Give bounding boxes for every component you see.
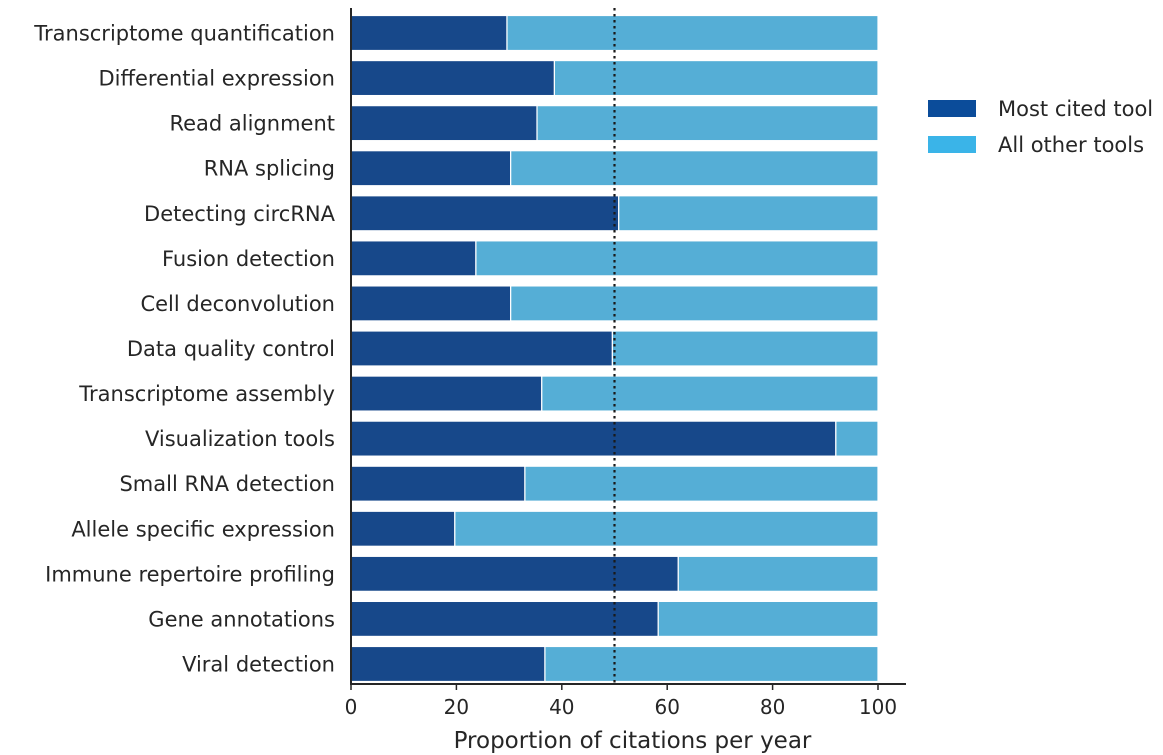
- bar-segment: [657, 600, 879, 638]
- bar-segment: [541, 375, 879, 412]
- x-tick-label: 20: [444, 695, 469, 719]
- bar-segment: [350, 600, 659, 638]
- bar-segment: [350, 285, 512, 322]
- x-tick-label: 100: [859, 695, 897, 719]
- bar-segment: [835, 420, 879, 457]
- category-label: Differential expression: [98, 67, 335, 91]
- bar-segment: [536, 105, 879, 142]
- x-tick-label: 0: [345, 695, 358, 719]
- bar-segment: [350, 510, 456, 547]
- bar-segment: [553, 59, 879, 97]
- x-axis-title: Proportion of citations per year: [454, 728, 812, 754]
- bar-segment: [510, 285, 879, 322]
- bar-segment: [544, 645, 879, 683]
- bar-segment: [350, 195, 620, 232]
- category-label: Visualization tools: [145, 427, 335, 451]
- bar-segment: [350, 105, 538, 142]
- legend-label: Most cited tool: [998, 97, 1153, 121]
- bar-segment: [350, 330, 613, 367]
- bar-segment: [350, 645, 546, 683]
- category-label: Cell deconvolution: [140, 292, 335, 316]
- bar-segment: [611, 330, 879, 367]
- bar-segment: [350, 59, 556, 97]
- category-label: Transcriptome quantification: [33, 22, 335, 46]
- category-label: Detecting circRNA: [144, 202, 336, 226]
- bar-segment: [475, 240, 879, 277]
- x-tick-label: 40: [549, 695, 574, 719]
- legend-swatch: [928, 136, 976, 153]
- category-label: Small RNA detection: [119, 472, 335, 496]
- category-label: Immune repertoire profiling: [45, 562, 335, 586]
- bar-segment: [506, 14, 879, 52]
- x-tick-label: 80: [760, 695, 785, 719]
- bar-segment: [510, 150, 879, 187]
- x-tick-label: 60: [654, 695, 679, 719]
- bar-segment: [454, 510, 879, 547]
- bar-segment: [350, 14, 508, 52]
- bar-segment: [350, 555, 679, 592]
- bar-segment: [350, 240, 477, 277]
- bar-segment: [524, 465, 879, 502]
- bar-segment: [618, 195, 879, 232]
- category-label: Read alignment: [169, 112, 335, 136]
- legend-swatch: [928, 100, 976, 117]
- category-label: Transcriptome assembly: [78, 382, 335, 406]
- bar-segment: [677, 555, 879, 592]
- bar-segment: [350, 150, 512, 187]
- category-label: Fusion detection: [162, 247, 335, 271]
- category-label: Allele specific expression: [71, 517, 335, 541]
- category-label: RNA splicing: [204, 157, 335, 181]
- bar-segment: [350, 420, 837, 457]
- category-label: Gene annotations: [148, 607, 335, 631]
- legend-label: All other tools: [998, 133, 1144, 157]
- category-label: Data quality control: [127, 337, 335, 361]
- bar-segment: [350, 465, 526, 502]
- bar-segment: [350, 375, 543, 412]
- category-label: Viral detection: [182, 652, 335, 676]
